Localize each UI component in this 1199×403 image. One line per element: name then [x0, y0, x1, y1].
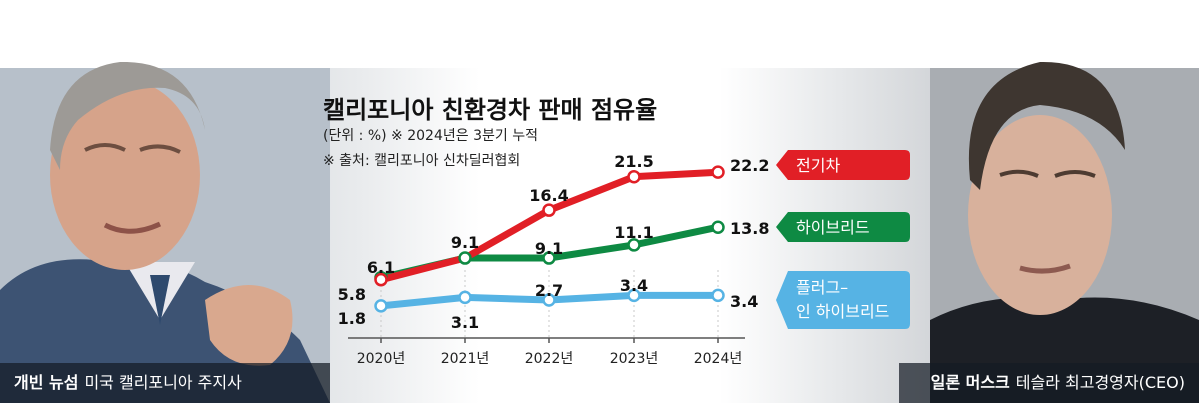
- ev-label: 21.5: [614, 152, 653, 171]
- series-point-2: [458, 290, 472, 305]
- legend-label-2: 인 하이브리드: [796, 302, 889, 321]
- plugin-label: 3.4: [620, 276, 648, 295]
- chart-title: 캘리포니아 친환경차 판매 점유율: [323, 96, 658, 124]
- source-note: ※ 출처: 캘리포니아 신차딜러협회: [323, 153, 521, 169]
- x-tick-label: 2021년: [441, 351, 490, 367]
- hybrid-label: 11.1: [614, 223, 653, 242]
- series-point-0: [711, 165, 725, 179]
- series-point-2: [627, 288, 641, 303]
- series-point-2: [542, 293, 556, 307]
- hybrid-label: 13.8: [730, 219, 769, 238]
- ev-label: 9.1: [451, 233, 479, 252]
- legend-tag-0: [776, 150, 910, 180]
- legend-label-2: 플러그–: [796, 278, 848, 297]
- legend-tag-1: [776, 212, 910, 242]
- governor-name: 개빈 뉴섬: [14, 373, 79, 392]
- series-point-1: [458, 251, 472, 265]
- x-tick-label: 2023년: [610, 351, 659, 367]
- hybrid-label: 9.1: [535, 239, 563, 258]
- governor-role: 미국 캘리포니아 주지사: [84, 373, 242, 392]
- series-point-1: [711, 220, 725, 234]
- legend-tag-2: [776, 271, 910, 329]
- governor-caption: 개빈 뉴섬 미국 캘리포니아 주지사: [0, 363, 330, 403]
- plugin-label: 2.7: [535, 281, 563, 300]
- legend-label-1: 하이브리드: [796, 218, 870, 237]
- x-tick-label: 2020년: [357, 351, 406, 367]
- hybrid-label: 6.1: [367, 258, 395, 277]
- ceo-name: 일론 머스크: [930, 373, 1010, 392]
- series-point-2: [374, 299, 388, 313]
- ceo-role: 테슬라 최고경영자(CEO): [1015, 373, 1185, 392]
- x-tick-label: 2022년: [525, 351, 574, 367]
- series-point-0: [542, 203, 556, 217]
- legend-label-0: 전기차: [796, 156, 840, 175]
- plugin-label: 3.4: [730, 292, 758, 311]
- series-point-0: [374, 272, 388, 287]
- plugin-label: 3.1: [451, 313, 479, 332]
- ev-label: 5.8: [338, 285, 366, 304]
- series-point-0: [627, 169, 641, 184]
- ev-label: 22.2: [730, 156, 769, 175]
- x-tick-label: 2024년: [694, 351, 743, 367]
- governor-photo: [0, 61, 330, 403]
- series-point-1: [627, 238, 641, 252]
- ceo-caption: 일론 머스크 테슬라 최고경영자(CEO): [899, 363, 1199, 403]
- series-point-2: [711, 288, 725, 303]
- series-point-1: [542, 251, 556, 265]
- unit-note: (단위 : %) ※ 2024년은 3분기 누적: [323, 128, 538, 144]
- plugin-label: 1.8: [338, 309, 366, 328]
- ev-label: 16.4: [529, 186, 568, 205]
